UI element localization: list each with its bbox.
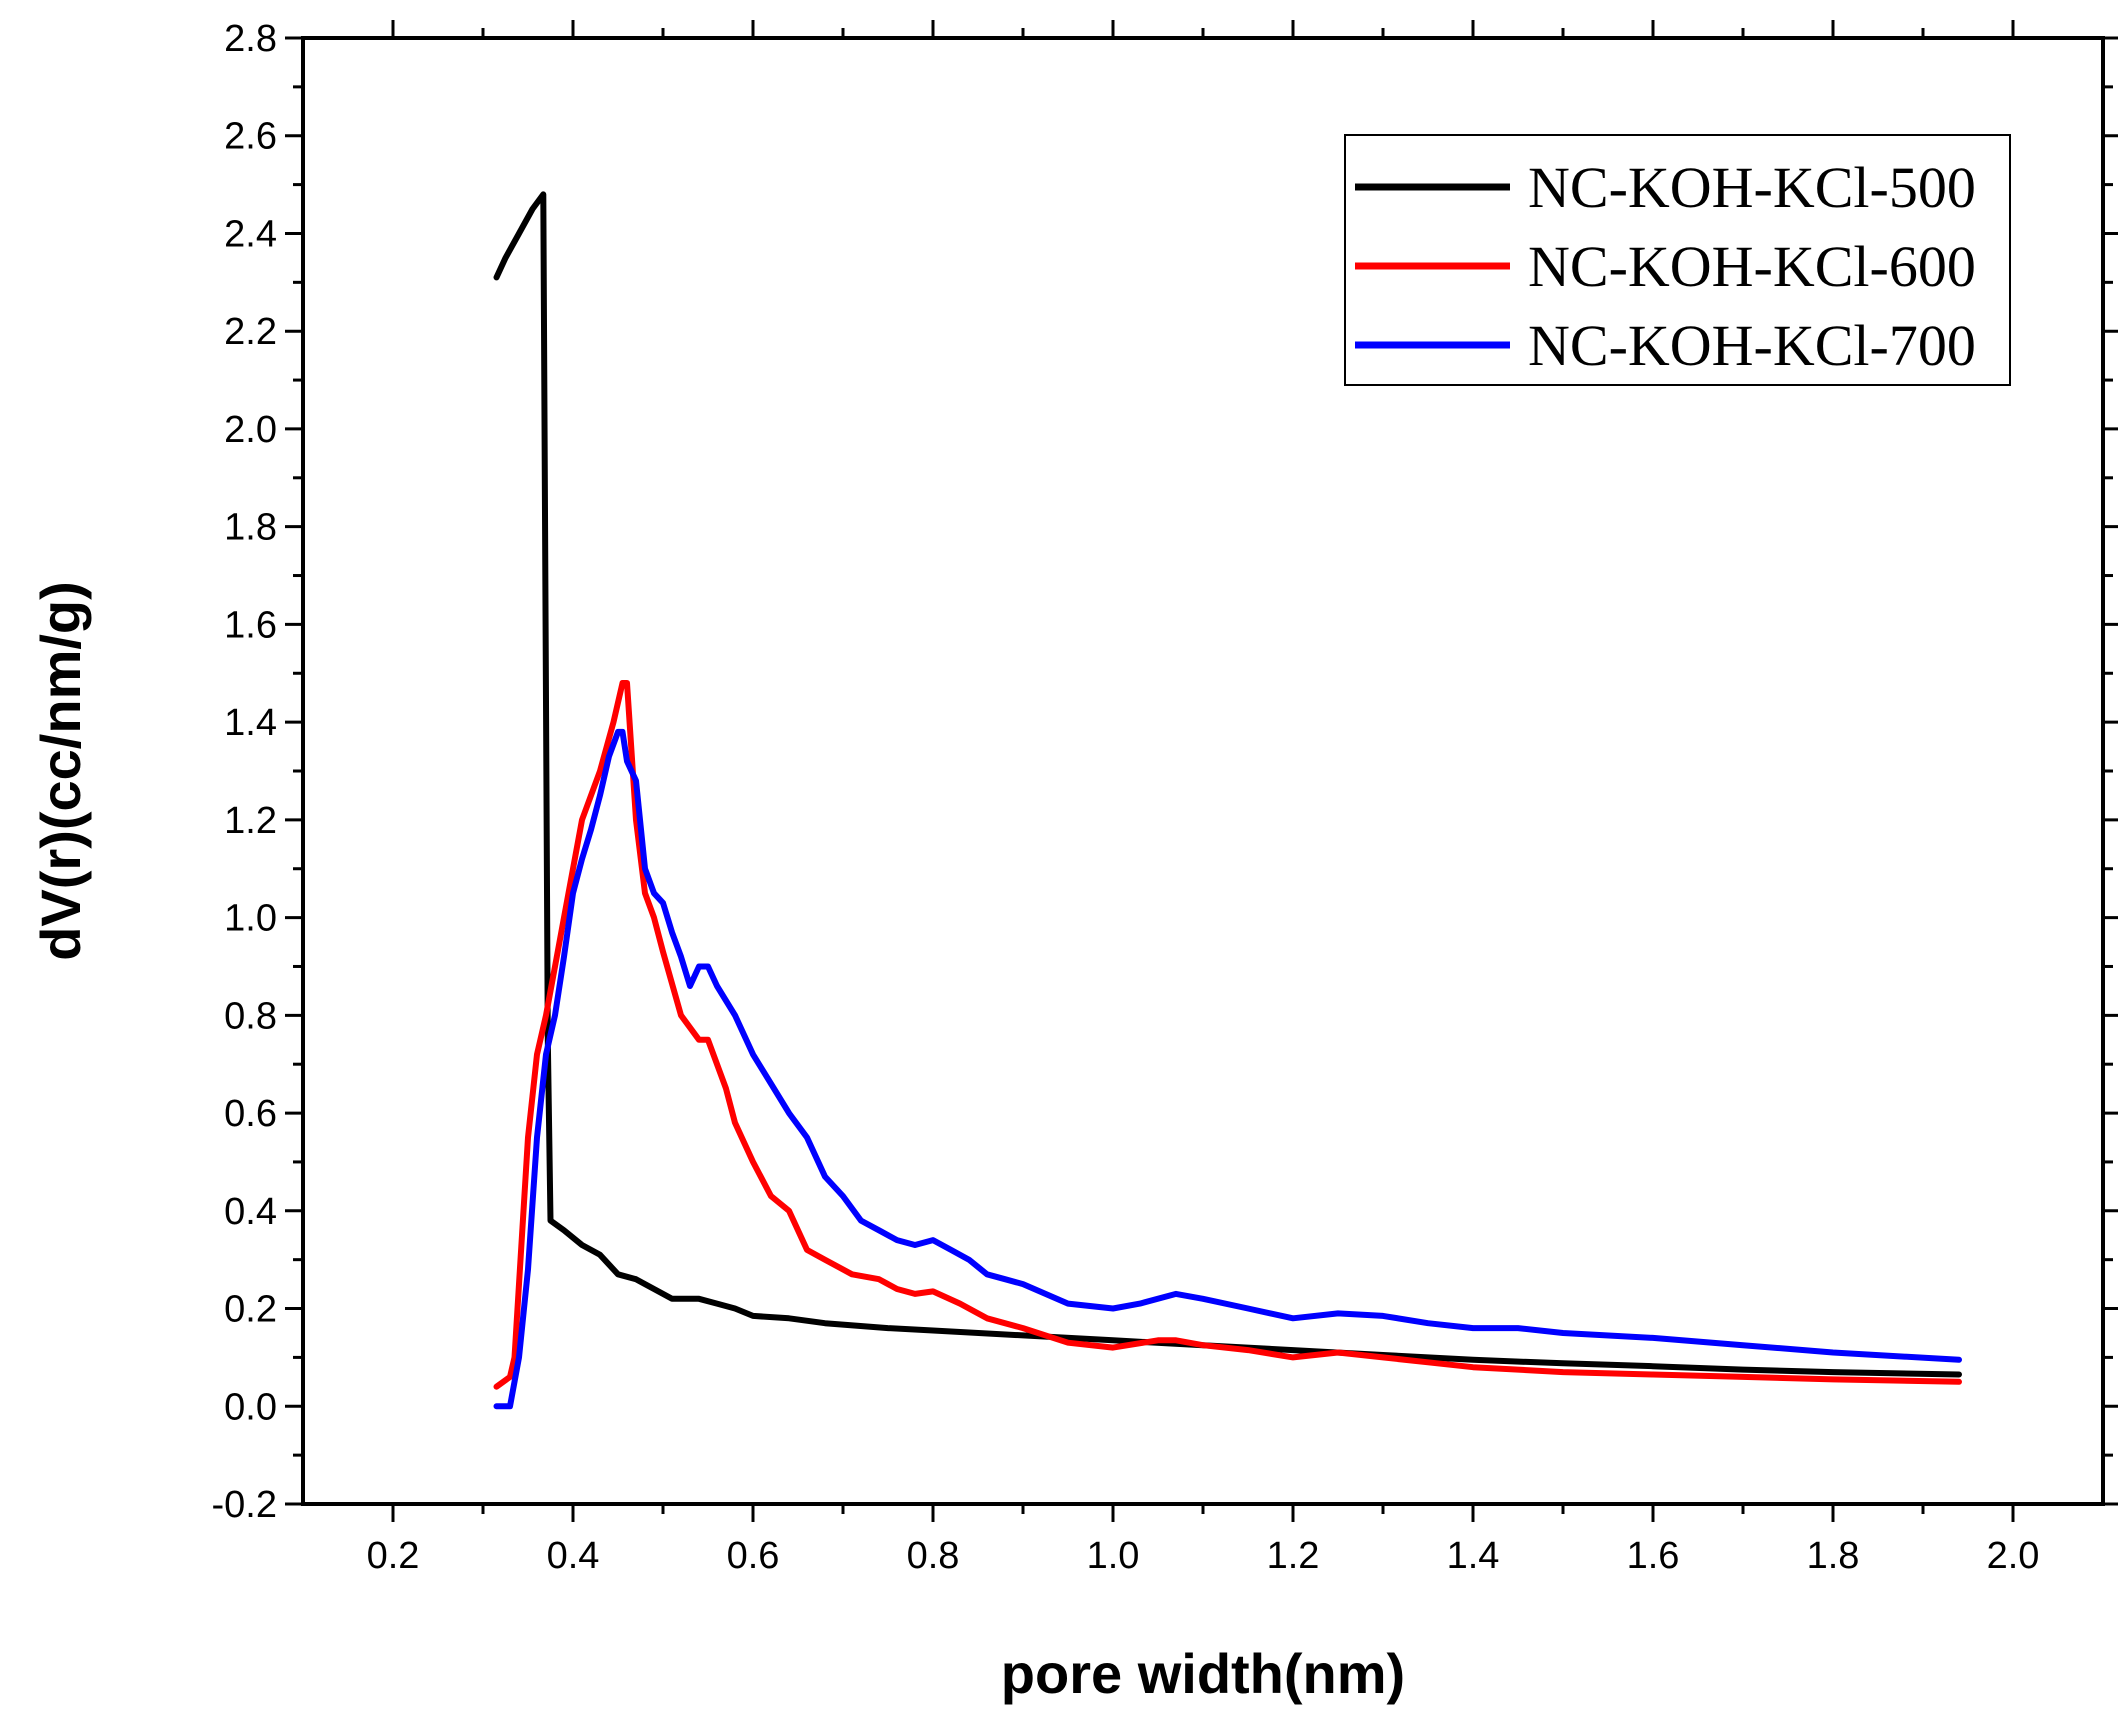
y-tick-label: 0.8 (224, 995, 277, 1037)
x-tick-label: 0.2 (367, 1535, 420, 1577)
series-line-nc-koh-kcl-600 (493, 680, 1962, 1390)
x-tick-label: 0.8 (907, 1535, 960, 1577)
y-axis-ticks: -0.2 0.0 0.2 0.4 0.6 0.8 1.0 1.2 1.4 1.6 1.8 2.0 2.2… (212, 18, 2118, 1526)
y-tick-label: 2.6 (224, 116, 277, 158)
series-layer (493, 191, 1962, 1410)
y-axis-title: dV(r)(cc/nm/g) (29, 581, 92, 961)
y-tick-label: 2.0 (224, 409, 277, 451)
y-tick-label: 1.2 (224, 800, 277, 842)
y-tick-label: 0.2 (224, 1289, 277, 1331)
x-tick-label: 1.4 (1447, 1535, 1500, 1577)
y-tick-label: 1.4 (224, 702, 277, 744)
x-tick-label: 1.6 (1627, 1535, 1680, 1577)
y-tick-label: 1.0 (224, 898, 277, 940)
y-tick-label: 0.6 (224, 1093, 277, 1135)
y-tick-label: 0.4 (224, 1191, 277, 1233)
y-tick-label: 2.8 (224, 18, 277, 60)
x-axis-ticks: 0.2 0.4 0.6 0.8 1.0 1.2 1.4 1.6 1.8 2.0 (367, 20, 2040, 1577)
y-tick-label: 1.8 (224, 507, 277, 549)
y-tick-label: 2.4 (224, 213, 277, 255)
legend-label-500: NC-KOH-KCl-500 (1528, 155, 1976, 220)
y-tick-label: 0.0 (224, 1386, 277, 1428)
y-tick-label: -0.2 (212, 1484, 277, 1526)
x-tick-label: 2.0 (1987, 1535, 2040, 1577)
legend-label-600: NC-KOH-KCl-600 (1528, 234, 1976, 299)
x-tick-label: 0.6 (727, 1535, 780, 1577)
y-tick-label: 1.6 (224, 604, 277, 646)
x-tick-label: 0.4 (547, 1535, 600, 1577)
series-line-nc-koh-kcl-500 (493, 191, 1962, 1378)
y-tick-label: 2.2 (224, 311, 277, 353)
series-line-nc-koh-kcl-700 (493, 728, 1962, 1410)
x-tick-label: 1.8 (1807, 1535, 1860, 1577)
legend-label-700: NC-KOH-KCl-700 (1528, 313, 1976, 378)
x-tick-label: 1.0 (1087, 1535, 1140, 1577)
x-axis-title: pore width(nm) (1001, 1642, 1405, 1705)
legend: NC-KOH-KCl-500 NC-KOH-KCl-600 NC-KOH-KCl… (1344, 134, 2011, 386)
x-tick-label: 1.2 (1267, 1535, 1320, 1577)
